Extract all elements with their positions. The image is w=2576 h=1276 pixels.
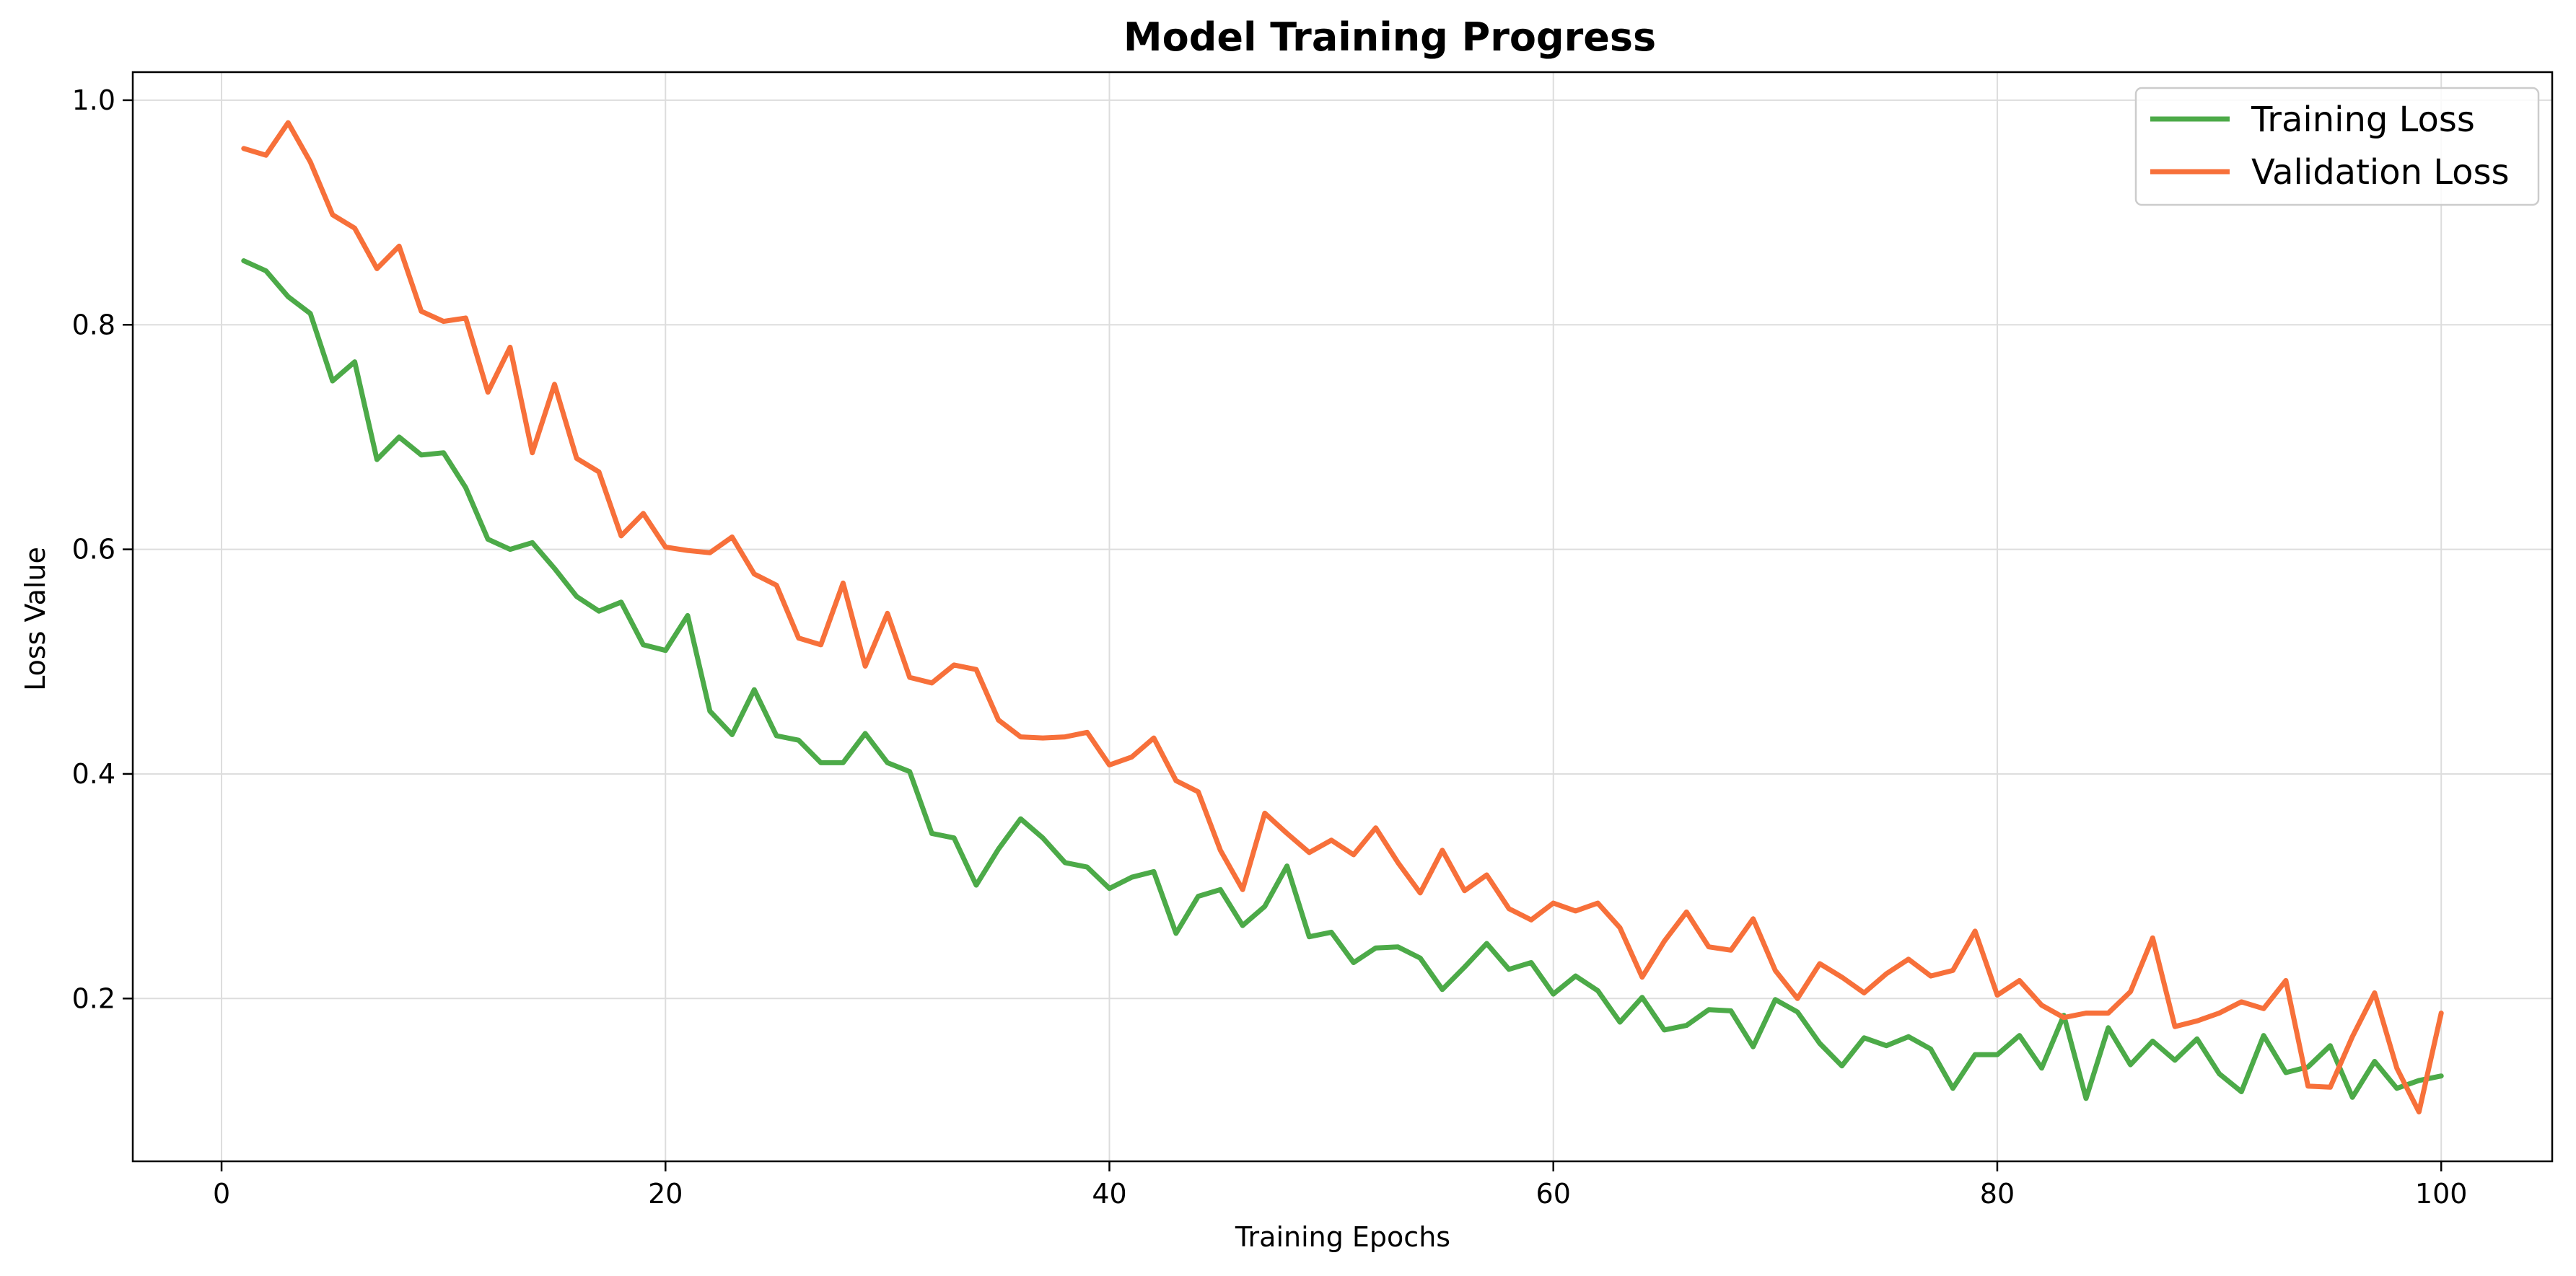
x-axis-label: Training Epochs: [1235, 1221, 1450, 1253]
axis-ticks: 0 20 40 60 80 100 0.2 0.4 0.6 0.8 1.0: [72, 84, 2468, 1210]
series-line-training-loss: [241, 258, 2444, 1101]
y-axis-label: Loss Value: [19, 547, 51, 691]
x-tick-label: 60: [1536, 1178, 1571, 1210]
x-tick-label: 80: [1980, 1178, 2015, 1210]
y-tick-label: 0.4: [72, 758, 115, 790]
legend-label-training-loss: Training Loss: [2251, 100, 2475, 140]
x-tick-label: 20: [648, 1178, 683, 1210]
series-lines: [241, 120, 2444, 1114]
y-tick-label: 0.6: [72, 534, 115, 566]
legend-box: [2134, 87, 2540, 206]
x-tick-label: 40: [1092, 1178, 1126, 1210]
x-tick-label: 0: [213, 1178, 230, 1210]
y-tick-label: 1.0: [72, 84, 115, 116]
y-tick-label: 0.8: [72, 309, 115, 340]
legend-label-validation-loss: Validation Loss: [2251, 152, 2510, 193]
series-line-validation-loss: [241, 120, 2444, 1114]
plot-area-frame: [131, 71, 2554, 1163]
chart-title: Model Training Progress: [1123, 14, 1656, 60]
legend: Training Loss Validation Loss: [2134, 87, 2540, 206]
y-tick-label: 0.2: [72, 982, 115, 1014]
x-tick-label: 100: [2415, 1178, 2468, 1210]
